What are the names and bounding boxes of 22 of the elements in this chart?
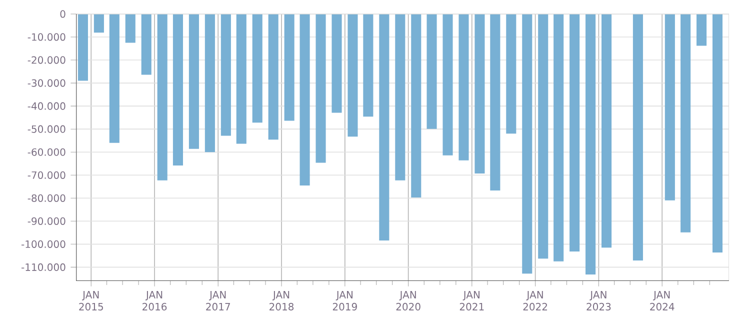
- y-tick-label: -50.000: [28, 125, 66, 133]
- x-tick-label: JAN 2016: [142, 291, 167, 311]
- x-tick-label: JAN 2023: [586, 291, 611, 311]
- y-tick-label: -60.000: [28, 148, 66, 156]
- y-tick-label: -110.000: [21, 263, 66, 272]
- x-tick-label: JAN 2022: [523, 291, 548, 311]
- x-tick-label: JAN 2020: [396, 291, 420, 311]
- y-tick-label: -20.000: [28, 56, 66, 64]
- y-tick-label: -90.000: [28, 217, 66, 225]
- x-tick-label: JAN 2021: [460, 291, 484, 311]
- y-tick-label: -80.000: [28, 194, 66, 202]
- x-tick-label: JAN 2024: [650, 291, 674, 311]
- y-tick-label: -70.000: [28, 171, 66, 179]
- y-tick-label: -100.000: [21, 240, 66, 248]
- x-tick-label: JAN 2017: [206, 291, 230, 311]
- y-tick-label: -30.000: [28, 79, 66, 87]
- y-tick-label: -10.000: [28, 33, 66, 41]
- x-tick-label: JAN 2018: [270, 291, 294, 311]
- x-tick-label: JAN 2019: [332, 291, 357, 311]
- x-tick-label: JAN 2015: [79, 291, 103, 311]
- y-tick-label: 0: [60, 10, 66, 18]
- y-tick-label: -40.000: [28, 102, 66, 110]
